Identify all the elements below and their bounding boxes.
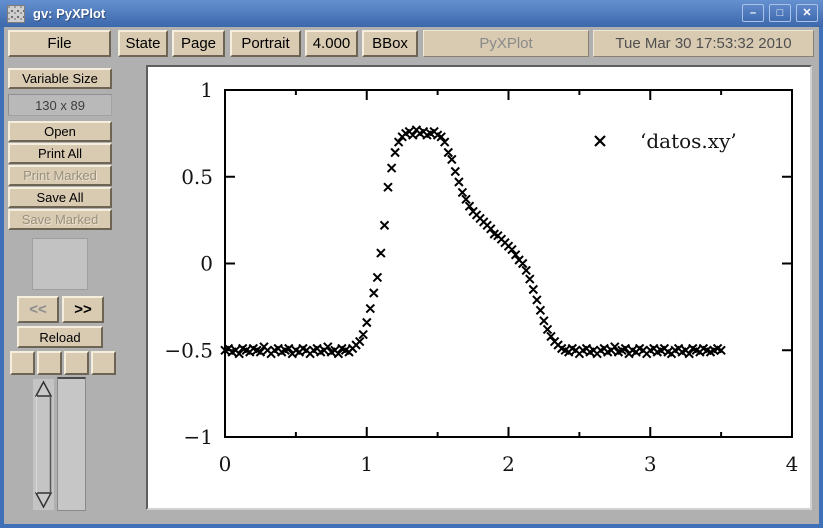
svg-text:2: 2 [502, 452, 515, 476]
page-list-panel[interactable] [57, 377, 86, 511]
plot-legend: ‘datos.xy’ [594, 129, 737, 153]
svg-text:1: 1 [360, 452, 373, 476]
window-title: gv: PyXPlot [33, 6, 106, 21]
plot: 0 1 2 3 4 −1 −0.5 0 0.5 1 ‘datos.xy’ [164, 78, 798, 476]
page-size-label: 130 x 89 [8, 94, 112, 116]
save-all-button[interactable]: Save All [8, 187, 112, 208]
maximize-button[interactable]: □ [769, 4, 791, 22]
svg-text:0.5: 0.5 [181, 165, 213, 189]
svg-text:4: 4 [786, 452, 799, 476]
bbox-button[interactable]: BBox [362, 30, 418, 57]
print-all-button[interactable]: Print All [8, 143, 112, 164]
svg-text:−0.5: −0.5 [164, 338, 213, 362]
next-page-button[interactable]: >> [62, 296, 104, 323]
page-thumbnail-box [32, 238, 88, 290]
file-menu-button[interactable]: File [8, 30, 111, 57]
state-menu-button[interactable]: State [118, 30, 168, 57]
svg-text:3: 3 [644, 452, 657, 476]
svg-text:0: 0 [219, 452, 232, 476]
window-content: File State Page Portrait 4.000 BBox PyXP… [4, 27, 819, 524]
marker-button-3[interactable] [64, 351, 89, 375]
titlebar[interactable]: gv: PyXPlot – □ ✕ [0, 0, 823, 27]
svg-text:‘datos.xy’: ‘datos.xy’ [640, 129, 737, 153]
svg-text:−1: −1 [184, 425, 213, 449]
page-menu-button[interactable]: Page [172, 30, 225, 57]
vertical-scrollbar[interactable] [33, 379, 54, 510]
plot-points [220, 125, 726, 359]
page-view-canvas[interactable]: 0 1 2 3 4 −1 −0.5 0 0.5 1 ‘datos.xy’ [146, 65, 812, 510]
marker-button-2[interactable] [37, 351, 62, 375]
reload-button[interactable]: Reload [17, 326, 103, 348]
scrollbar-arrows-icon [33, 379, 54, 510]
variable-size-button[interactable]: Variable Size [8, 68, 112, 89]
close-button[interactable]: ✕ [796, 4, 818, 22]
svg-text:0: 0 [200, 252, 213, 276]
marker-button-1[interactable] [10, 351, 35, 375]
print-marked-button: Print Marked [8, 165, 112, 186]
gv-app-icon [7, 4, 25, 23]
save-marked-button: Save Marked [8, 209, 112, 230]
plot-tick-labels: 0 1 2 3 4 −1 −0.5 0 0.5 1 [164, 78, 798, 476]
prev-page-button: << [17, 296, 59, 323]
scale-button[interactable]: 4.000 [305, 30, 358, 57]
file-datetime-label: Tue Mar 30 17:53:32 2010 [593, 30, 814, 57]
plot-ticks [224, 89, 793, 438]
marker-button-4[interactable] [91, 351, 116, 375]
svg-text:1: 1 [200, 78, 213, 102]
open-button[interactable]: Open [8, 121, 112, 142]
document-title-label: PyXPlot [423, 30, 589, 57]
orientation-button[interactable]: Portrait [230, 30, 301, 57]
minimize-button[interactable]: – [742, 4, 764, 22]
